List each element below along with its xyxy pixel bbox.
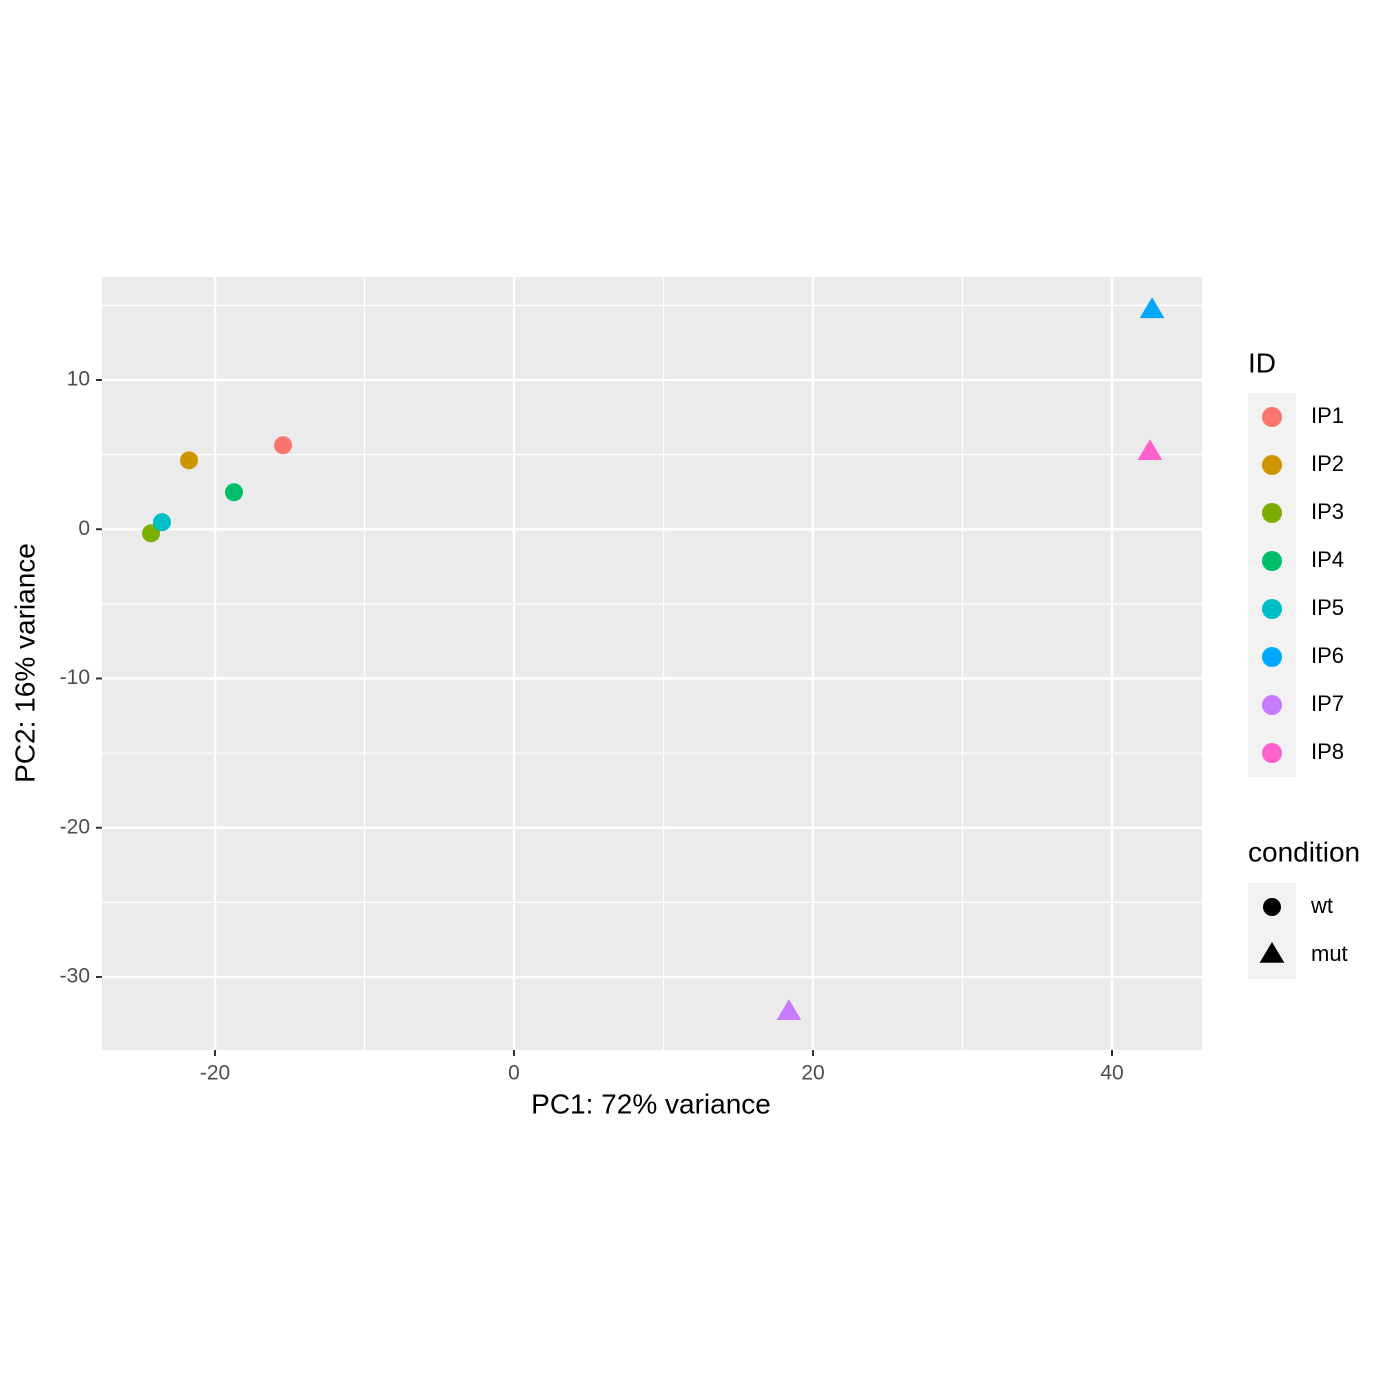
point	[225, 483, 244, 502]
legend-key-bg	[1248, 393, 1296, 777]
y-tick-label: -10	[60, 666, 90, 689]
legend-key	[1263, 898, 1281, 916]
panel	[102, 277, 1202, 1050]
grid	[102, 277, 1202, 1050]
legend-label: wt	[1310, 893, 1333, 918]
marks	[142, 297, 1165, 1021]
legend-key	[1262, 503, 1282, 523]
x-axis-title: PC1: 72% variance	[531, 1088, 771, 1119]
y-tick-label: -20	[60, 815, 90, 838]
x-tick-label: 0	[508, 1062, 520, 1085]
point	[180, 451, 199, 470]
legend-label: IP1	[1311, 403, 1344, 428]
y-axis-title: PC2: 16% variance	[9, 543, 40, 783]
x-tick-label: 20	[801, 1062, 824, 1085]
legend-label: IP7	[1311, 691, 1344, 716]
point	[152, 513, 171, 532]
y-tick-label: -30	[60, 965, 90, 988]
y-tick-label: 0	[78, 517, 90, 540]
legend-key-bg	[1248, 883, 1296, 979]
legend-key	[1262, 743, 1282, 763]
y-tick-label: 10	[67, 368, 90, 391]
legend-label: IP5	[1311, 595, 1344, 620]
point	[776, 999, 802, 1021]
point	[274, 436, 293, 455]
point	[1137, 439, 1163, 461]
legend-key	[1262, 695, 1282, 715]
point	[1139, 297, 1165, 319]
point	[142, 524, 161, 543]
legend-key	[1262, 647, 1282, 667]
legend-title: ID	[1248, 347, 1276, 378]
legend-key	[1262, 551, 1282, 571]
legend-key	[1262, 455, 1282, 475]
x-tick-label: 40	[1100, 1062, 1123, 1085]
legend-key	[1262, 599, 1282, 619]
legend-label: IP6	[1311, 643, 1344, 668]
legend-label: IP4	[1311, 547, 1344, 572]
legend-key	[1262, 407, 1282, 427]
x-tick-label: -20	[200, 1062, 230, 1085]
legend-label: mut	[1311, 941, 1348, 966]
legend-key	[1259, 942, 1285, 963]
legend-label: IP8	[1311, 739, 1344, 764]
legend-label: IP3	[1311, 499, 1344, 524]
legend-label: IP2	[1311, 451, 1344, 476]
shape-legend-title: condition	[1248, 836, 1360, 867]
